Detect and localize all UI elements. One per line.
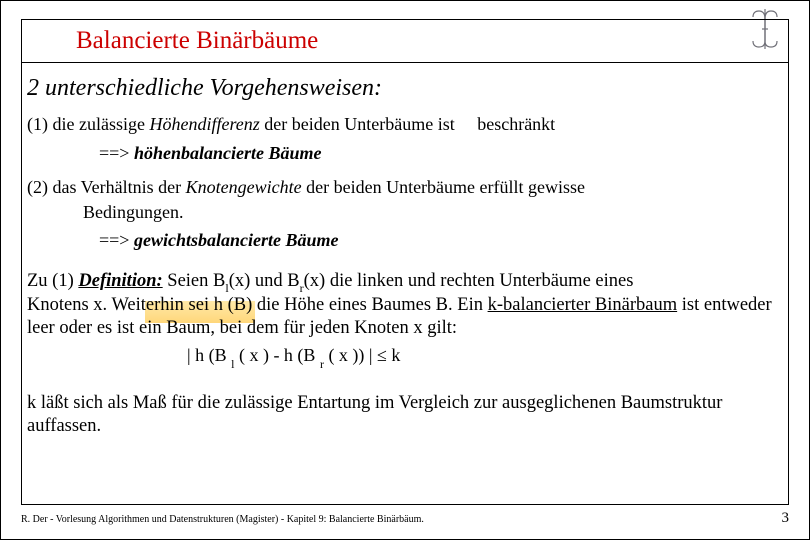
arrow-2: ==> [99, 230, 134, 250]
item-2-mid: der beiden Unterbäume erfüllt gewisse [302, 177, 585, 197]
item-1-arrow: ==> höhenbalancierte Bäume [99, 142, 783, 165]
item-2-cont: Bedingungen. [83, 201, 783, 224]
f-c: ( x )) | ≤ k [324, 345, 400, 365]
footer-citation: R. Der - Vorlesung Algorithmen und Daten… [21, 514, 424, 525]
def-label: Definition: [78, 271, 162, 291]
item-1-line: (1) die zulässige Höhendifferenz der bei… [27, 113, 783, 136]
def-body1c: (x) die linken und rechten Unterbäume ei… [304, 271, 634, 291]
f-a: | h (B [187, 345, 231, 365]
item-2-prefix: (2) das Verhältnis der [27, 177, 186, 197]
def-sub-r1: r [300, 281, 304, 295]
def-body2: Knotens x. Weiterhin sei h (B) die Höhe … [27, 295, 488, 315]
slide: Balancierte Binärbäume 2 unterschiedlich… [0, 0, 810, 540]
f-r: r [320, 357, 324, 371]
definition-formula: | h (B l ( x ) - h (B r ( x )) | ≤ k [187, 344, 783, 370]
page-number: 3 [782, 510, 790, 527]
title-bar: Balancierte Binärbäume [21, 19, 789, 63]
item-2-emph: Knotengewichte [186, 177, 302, 197]
def-sub-l1: l [225, 281, 228, 295]
subheading: 2 unterschiedliche Vorgehensweisen: [27, 73, 783, 103]
arrow-1: ==> [99, 143, 134, 163]
item-2-arrow: ==> gewichtsbalancierte Bäume [99, 229, 783, 252]
slide-title: Balancierte Binärbäume [76, 27, 318, 55]
footer: R. Der - Vorlesung Algorithmen und Daten… [21, 510, 789, 527]
f-l: l [231, 357, 234, 371]
content-area: 2 unterschiedliche Vorgehensweisen: (1) … [27, 73, 783, 499]
def-body1b: (x) und B [229, 271, 300, 291]
item-2-arrow-emph: gewichtsbalancierte Bäume [134, 230, 339, 250]
f-b: ( x ) - h (B [234, 345, 319, 365]
item-1-emph: Höhendifferenz [149, 114, 259, 134]
item-1-mid: der beiden Unterbäume ist beschränkt [260, 114, 555, 134]
item-1-arrow-emph: höhenbalancierte Bäume [134, 143, 322, 163]
definition-paragraph: Zu (1) Definition: Seien Bl(x) und Br(x)… [27, 270, 783, 341]
item-1-prefix: (1) die zulässige [27, 114, 149, 134]
def-body1a: Seien B [163, 271, 226, 291]
def-term: k-balancierter Binärbaum [488, 295, 678, 315]
closing-paragraph: k läßt sich als Maß für die zulässige En… [27, 392, 783, 438]
def-lead: Zu (1) [27, 271, 78, 291]
item-2-line: (2) das Verhältnis der Knotengewichte de… [27, 176, 783, 199]
